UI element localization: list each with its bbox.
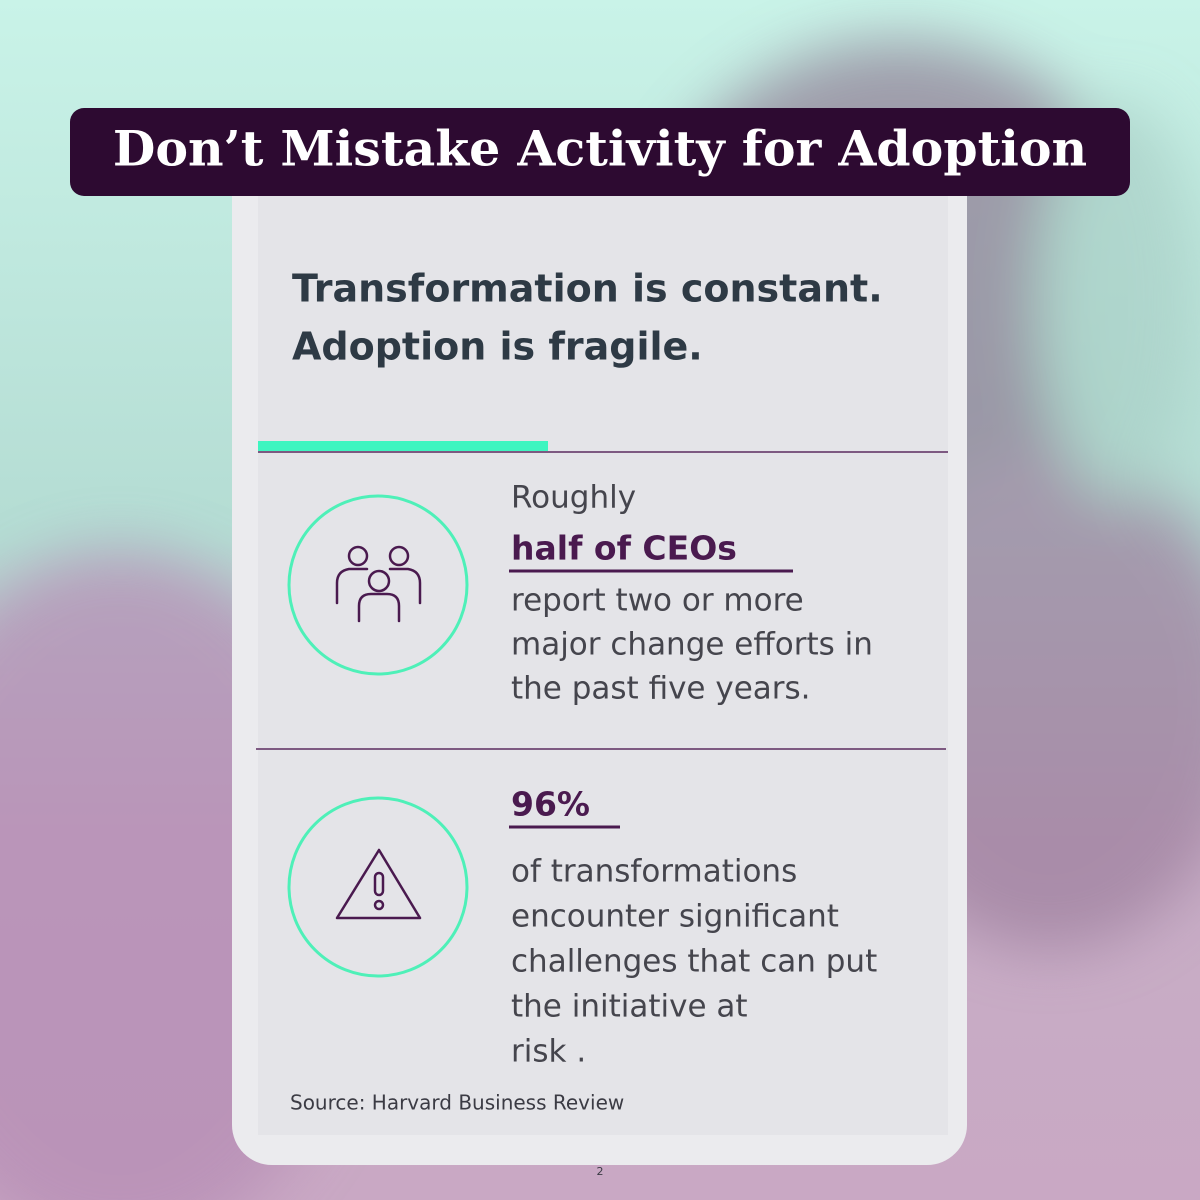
stat-text: the past five years. [511, 671, 811, 707]
card-panel [258, 190, 948, 1135]
icon-circle [287, 796, 469, 978]
stat-highlight: 96% [511, 785, 590, 824]
title-banner [70, 108, 1130, 196]
stat-text: report two or more [511, 583, 804, 619]
people-icon [335, 545, 422, 623]
title: Don’t Mistake Activity for Adoption [113, 120, 1087, 178]
stat-text: major change efforts in [511, 627, 873, 663]
headline: Adoption is fragile. [292, 325, 703, 369]
page-number: 2 [597, 1165, 604, 1178]
icon-circle [287, 494, 469, 676]
stat-text: of transformations [511, 854, 797, 890]
stat-text: risk . [511, 1034, 586, 1070]
stat-highlight: half of CEOs [511, 529, 737, 568]
stat-lead: Roughly [511, 480, 636, 516]
stat-text: challenges that can put [511, 944, 877, 980]
source: Source: Harvard Business Review [290, 1091, 624, 1115]
stat-text: the initiative at [511, 989, 748, 1025]
headline: Transformation is constant. [292, 267, 883, 311]
stat-text: encounter significant [511, 899, 839, 935]
accent-bar [258, 441, 548, 451]
warning-icon [335, 848, 422, 920]
